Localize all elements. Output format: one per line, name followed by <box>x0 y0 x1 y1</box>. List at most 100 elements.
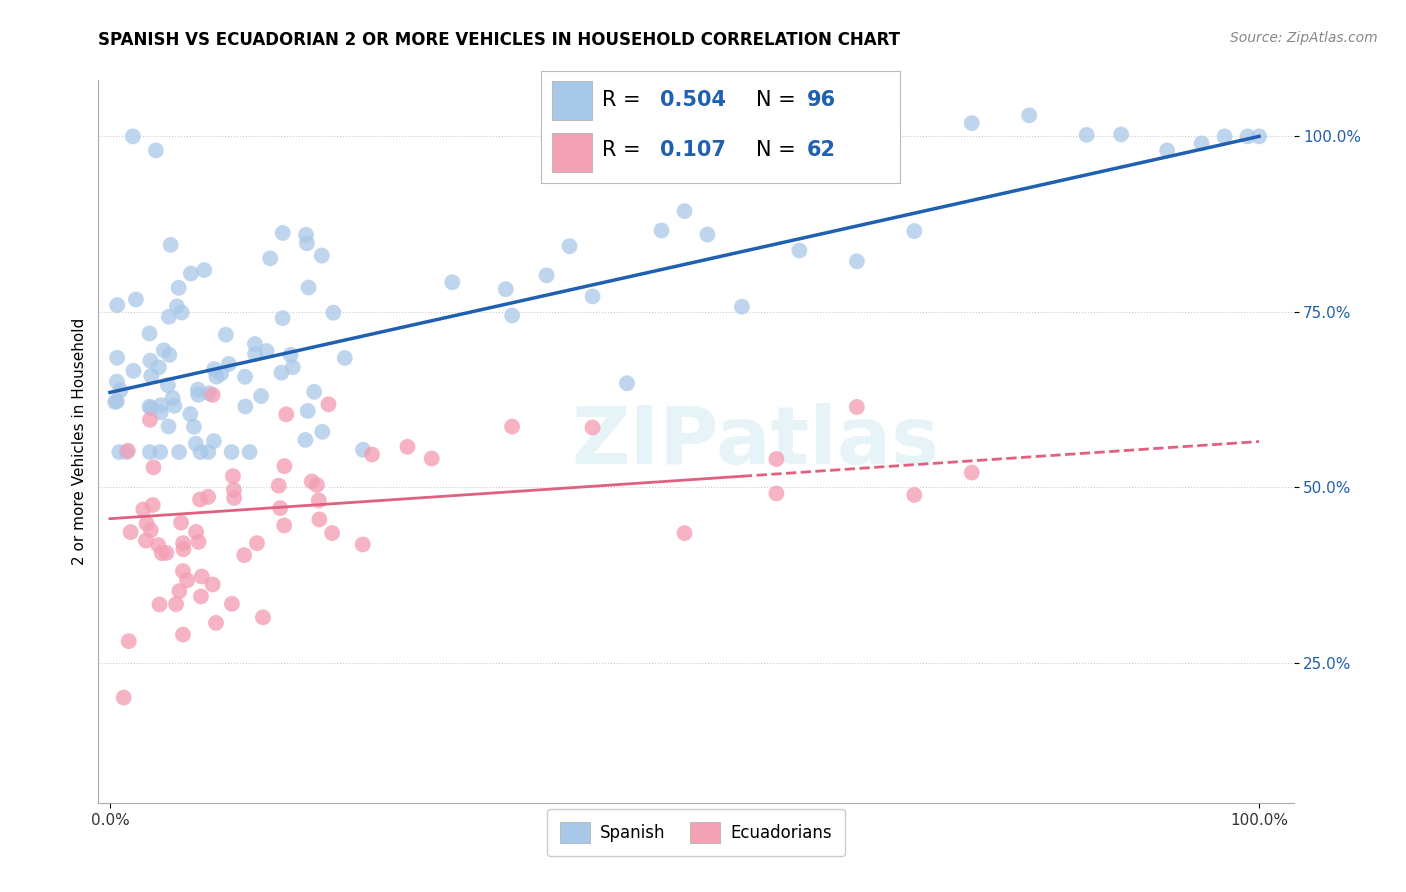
Point <box>233 369 256 384</box>
FancyBboxPatch shape <box>553 81 592 120</box>
Point <box>105 298 128 312</box>
Point <box>302 384 325 399</box>
Point <box>157 310 180 324</box>
Point <box>581 420 603 434</box>
Point <box>139 401 162 416</box>
Point <box>267 478 290 492</box>
Point <box>789 244 811 258</box>
Point <box>221 597 243 611</box>
Point <box>1247 129 1270 144</box>
Point <box>420 451 443 466</box>
Point <box>117 443 139 458</box>
Point <box>276 407 298 421</box>
Point <box>110 383 132 397</box>
Point <box>148 538 170 552</box>
Point <box>297 404 319 418</box>
Point <box>156 378 179 392</box>
Point <box>105 394 128 409</box>
Point <box>115 445 138 459</box>
Point <box>108 445 131 459</box>
Point <box>650 223 672 237</box>
Point <box>308 512 330 526</box>
Point <box>166 299 188 313</box>
Point <box>163 399 186 413</box>
Point <box>150 546 173 560</box>
Point <box>218 357 240 371</box>
Point <box>696 227 718 242</box>
Point <box>187 383 209 397</box>
Point <box>960 116 983 130</box>
Point <box>960 466 983 480</box>
Point <box>142 498 165 512</box>
Point <box>501 419 523 434</box>
Point <box>558 239 581 253</box>
Point <box>112 690 135 705</box>
Point <box>162 391 184 405</box>
Point <box>105 351 128 365</box>
Point <box>224 491 246 505</box>
Point <box>215 327 238 342</box>
Point <box>170 305 193 319</box>
Point <box>322 306 344 320</box>
Point <box>139 445 162 459</box>
Point <box>122 129 145 144</box>
Point <box>135 516 157 531</box>
Point <box>352 537 374 551</box>
Point <box>308 493 330 508</box>
Text: R =: R = <box>602 140 641 160</box>
Point <box>238 445 260 459</box>
FancyBboxPatch shape <box>553 133 592 171</box>
Point <box>205 615 228 630</box>
Point <box>1156 144 1178 158</box>
Point <box>120 525 142 540</box>
Point <box>202 362 225 376</box>
Point <box>183 419 205 434</box>
Point <box>259 252 281 266</box>
Point <box>139 523 162 537</box>
Point <box>167 445 190 459</box>
Point <box>150 398 173 412</box>
Point <box>167 281 190 295</box>
Point <box>187 534 209 549</box>
Point <box>243 337 266 351</box>
Point <box>139 353 162 368</box>
Point <box>149 445 172 459</box>
Text: 0.107: 0.107 <box>659 140 725 160</box>
Point <box>222 469 245 483</box>
Point <box>187 388 209 402</box>
Point <box>246 536 269 550</box>
Point <box>243 347 266 361</box>
Point <box>501 309 523 323</box>
Point <box>190 590 212 604</box>
Point <box>1076 128 1098 142</box>
Text: 96: 96 <box>807 90 835 110</box>
Point <box>205 369 228 384</box>
Point <box>1109 128 1132 142</box>
Point <box>176 574 198 588</box>
Point <box>271 311 294 326</box>
Point <box>190 445 212 459</box>
Point <box>270 366 292 380</box>
Point <box>903 488 925 502</box>
Point <box>250 389 273 403</box>
Point <box>295 227 318 242</box>
Point <box>903 224 925 238</box>
Text: R =: R = <box>602 90 641 110</box>
Point <box>495 282 517 296</box>
Point <box>197 445 219 459</box>
Point <box>235 400 257 414</box>
Point <box>536 268 558 283</box>
Point <box>122 364 145 378</box>
Point <box>352 442 374 457</box>
Point <box>145 144 167 158</box>
Point <box>321 526 343 541</box>
Point <box>191 569 214 583</box>
Point <box>172 536 194 550</box>
Point <box>318 397 340 411</box>
Point <box>165 597 187 611</box>
Point <box>152 343 174 358</box>
Point <box>141 368 163 383</box>
Point <box>673 526 696 541</box>
Text: 0.504: 0.504 <box>659 90 725 110</box>
Point <box>170 516 193 530</box>
